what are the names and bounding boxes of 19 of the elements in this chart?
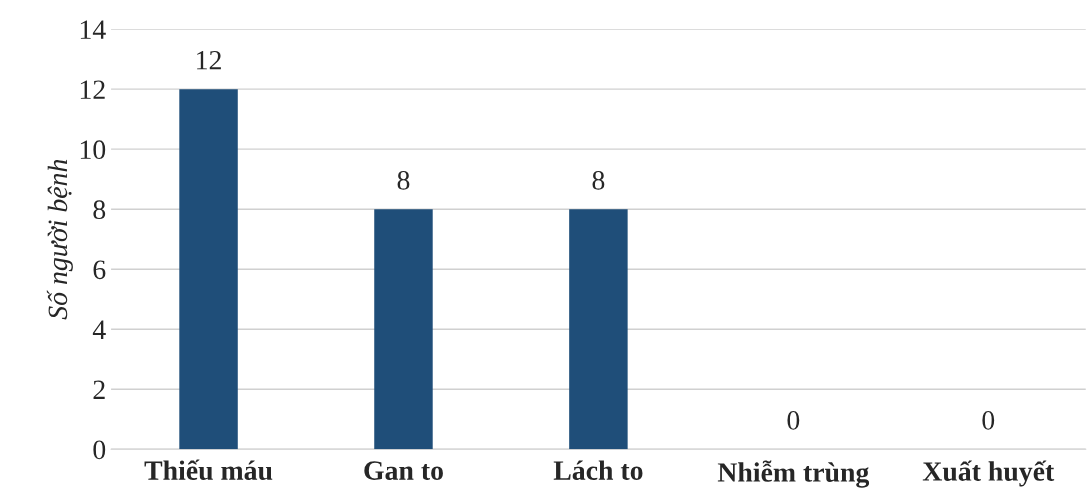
data-label: 8 [592, 170, 605, 190]
y-tick-label: 12 [80, 80, 105, 99]
y-axis-title: Số người bệnh [46, 159, 73, 320]
x-tick-label: Thiếu máu [144, 459, 273, 481]
y-tick-label: 14 [80, 20, 106, 39]
y-tick-label: 0 [93, 440, 106, 460]
x-tick-label: Nhiễm trùng [717, 460, 870, 488]
y-tick-label: 6 [93, 260, 106, 280]
x-tick-label: Gan to [364, 461, 443, 480]
y-tick-label: 2 [93, 380, 105, 399]
y-tick-label: 4 [92, 320, 106, 339]
x-tick-label: Lách to [553, 460, 643, 480]
x-tick-label: Xuất huyết [922, 460, 1055, 487]
data-label: 0 [982, 411, 995, 430]
data-label: 12 [197, 50, 221, 70]
data-label: 8 [397, 170, 410, 190]
y-tick-label: 8 [93, 200, 106, 220]
y-tick-label: 10 [80, 140, 106, 160]
data-label: 0 [787, 411, 800, 430]
